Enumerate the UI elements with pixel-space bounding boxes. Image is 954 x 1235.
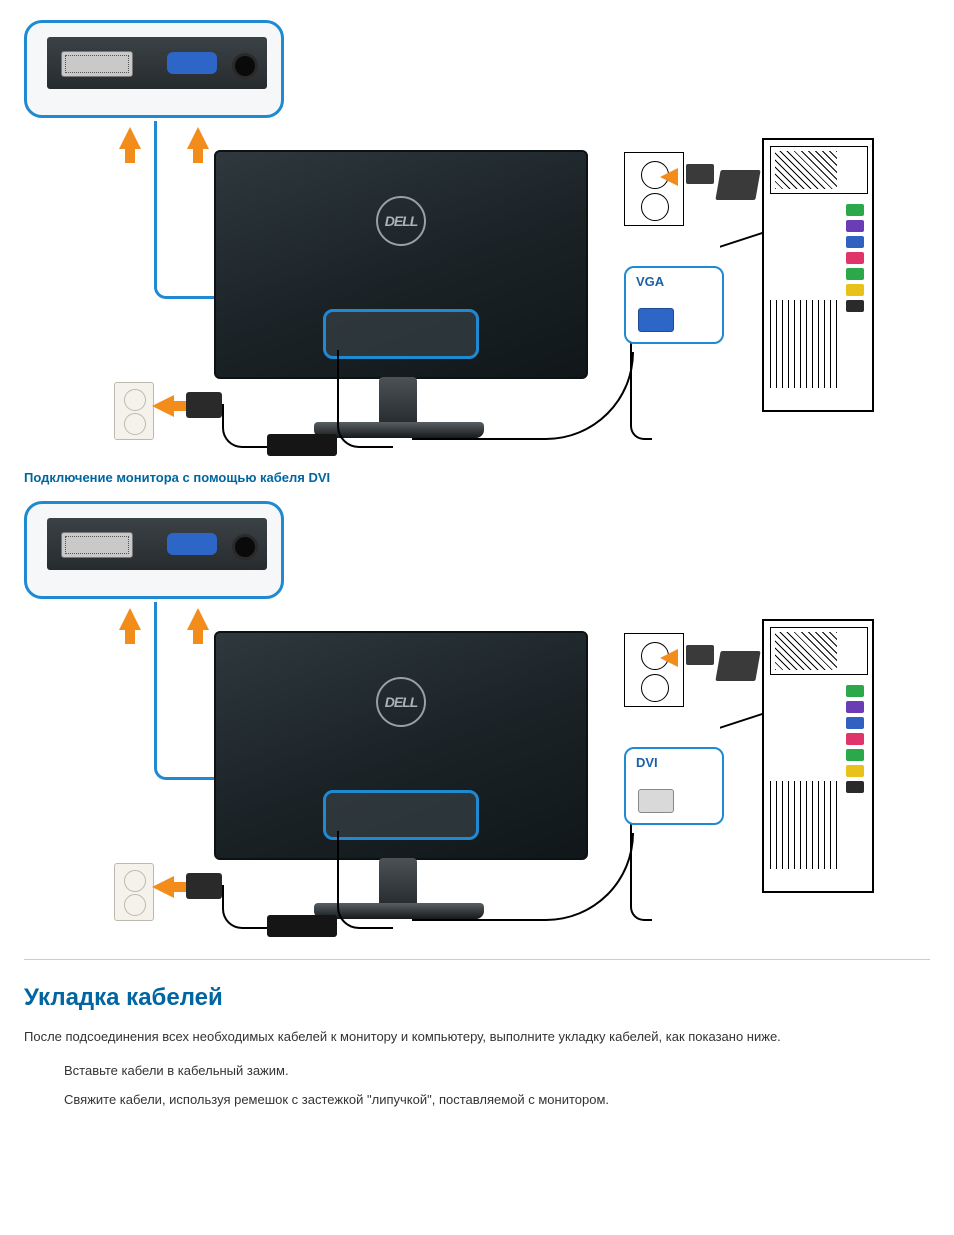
port-closeup-balloon [24, 501, 284, 599]
connector-label: VGA [636, 274, 664, 289]
io-port-icon [846, 749, 864, 761]
power-cord [337, 350, 393, 448]
arrow-up-icon [119, 608, 141, 630]
vent-grille-icon [770, 781, 838, 869]
pc-tower-rear [762, 619, 874, 893]
vent-grille-icon [770, 300, 838, 388]
io-port-icon [846, 252, 864, 264]
step-text: Свяжите кабели, используя ремешок с заст… [64, 1092, 930, 1107]
vga-plug-icon [638, 308, 674, 332]
dell-logo-icon: DELL [376, 196, 426, 246]
psu-fan-icon [770, 627, 868, 675]
figure-dvi-canvas: DELL DVI [24, 501, 884, 931]
video-cable [412, 833, 634, 921]
figure-caption-dvi: Подключение монитора с помощью кабеля DV… [24, 470, 930, 485]
dvi-plug-icon [638, 789, 674, 813]
connector-callout: VGA [624, 266, 724, 344]
port-closeup-balloon [24, 20, 284, 118]
power-brick-icon [715, 651, 760, 681]
arrow-left-icon [660, 649, 678, 667]
wall-outlet-icon [114, 382, 154, 440]
io-port-icon [846, 300, 864, 312]
io-port-icon [846, 717, 864, 729]
power-brick-icon [715, 170, 760, 200]
power-port-icon [232, 534, 258, 560]
arrow-left-icon [152, 395, 174, 417]
io-port-icon [846, 220, 864, 232]
video-cable [412, 352, 634, 440]
power-plug-icon [186, 873, 222, 899]
wall-outlet-icon [624, 633, 684, 707]
power-brick-icon [267, 434, 337, 456]
io-ports-column [844, 681, 866, 881]
section-divider [24, 959, 930, 960]
io-port-icon [846, 733, 864, 745]
arrow-left-icon [152, 876, 174, 898]
psu-fan-icon [770, 146, 868, 194]
io-port-icon [846, 204, 864, 216]
io-port-icon [846, 701, 864, 713]
io-port-icon [846, 781, 864, 793]
power-plug-icon [686, 164, 714, 184]
figure-vga: DELL VGA [24, 20, 930, 450]
io-port-icon [846, 685, 864, 697]
pc-connection-diagram: DVI [624, 619, 874, 909]
wall-outlet-icon [624, 152, 684, 226]
figure-vga-canvas: DELL VGA [24, 20, 884, 450]
section-heading: Укладка кабелей [24, 984, 930, 1012]
monitor-rear: DELL [214, 150, 588, 379]
io-port-icon [846, 284, 864, 296]
power-plug-icon [686, 645, 714, 665]
power-port-icon [232, 53, 258, 79]
arrow-left-icon [660, 168, 678, 186]
wall-outlet-icon [114, 863, 154, 921]
step-text: Вставьте кабели в кабельный зажим. [64, 1063, 930, 1078]
io-port-icon [846, 765, 864, 777]
dvi-port-icon [61, 532, 133, 558]
power-brick-icon [267, 915, 337, 937]
vga-port-icon [167, 533, 217, 555]
io-port-icon [846, 268, 864, 280]
io-ports-column [844, 200, 866, 400]
io-port-icon [846, 236, 864, 248]
vga-port-icon [167, 52, 217, 74]
power-plug-icon [186, 392, 222, 418]
pc-connection-diagram: VGA [624, 138, 874, 428]
power-cord [337, 831, 393, 929]
monitor-rear: DELL [214, 631, 588, 860]
dell-logo-icon: DELL [376, 677, 426, 727]
pc-tower-rear [762, 138, 874, 412]
figure-dvi: DELL DVI [24, 501, 930, 931]
connector-callout: DVI [624, 747, 724, 825]
section-intro: После подсоединения всех необходимых каб… [24, 1028, 930, 1047]
connector-label: DVI [636, 755, 658, 770]
steps-list: Вставьте кабели в кабельный зажим. Свяжи… [64, 1063, 930, 1107]
dvi-port-icon [61, 51, 133, 77]
arrow-up-icon [119, 127, 141, 149]
